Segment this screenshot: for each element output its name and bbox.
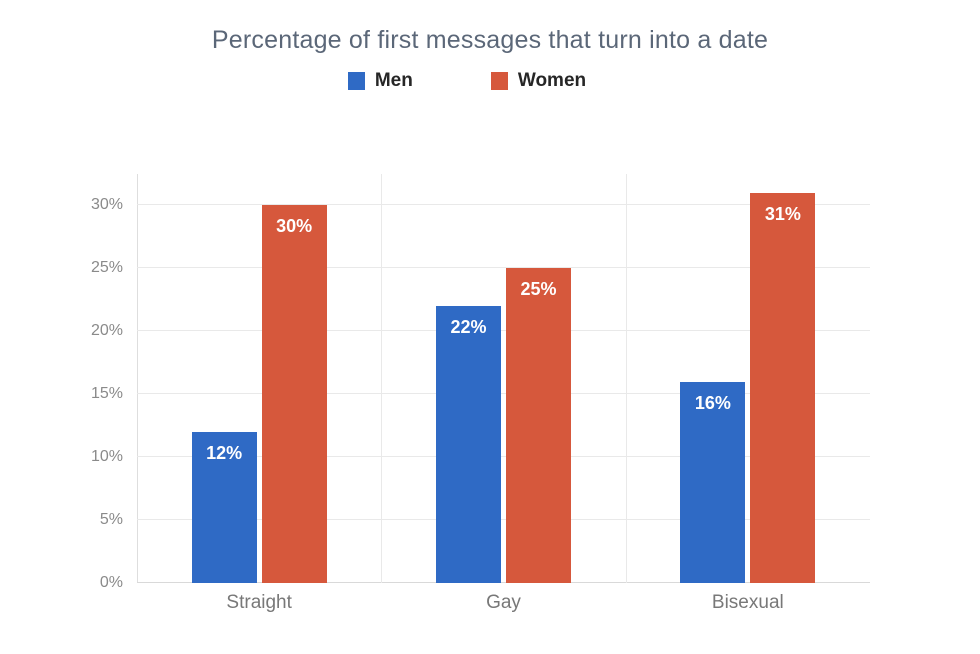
gridline-15 xyxy=(137,393,870,395)
bar-value-label: 22% xyxy=(450,317,487,338)
y-tick-label: 10% xyxy=(90,448,123,466)
y-tick-label: 5% xyxy=(99,511,123,529)
plot-area: 0% 5% 10% 15% 20% 25% 30% 12% 30% Straight 22% 25% G… xyxy=(91,174,870,613)
y-tick-label: 25% xyxy=(90,259,123,277)
gridline-25 xyxy=(137,267,870,269)
bar-women-bisexual: 31% xyxy=(750,192,816,583)
bar-men-straight: 12% xyxy=(191,432,257,583)
y-axis-line xyxy=(137,174,138,583)
legend: Men Women xyxy=(0,70,957,92)
legend-swatch-women xyxy=(490,72,508,90)
y-tick-label: 0% xyxy=(99,574,123,591)
legend-swatch-men xyxy=(347,72,365,90)
bar-value-label: 16% xyxy=(694,392,731,413)
legend-label-women: Women xyxy=(517,70,587,91)
gridline-20 xyxy=(137,330,870,332)
y-tick-label: 20% xyxy=(90,322,123,340)
bar-value-label: 12% xyxy=(206,443,243,463)
bar-value-label: 31% xyxy=(764,203,801,224)
bar-men-bisexual: 16% xyxy=(680,381,746,583)
vertical-gridline xyxy=(381,174,383,583)
x-axis-baseline xyxy=(137,582,870,583)
bar-value-label: 30% xyxy=(276,216,313,237)
gridline-10 xyxy=(137,456,870,458)
bar-women-straight: 30% xyxy=(261,205,327,583)
bar-men-gay: 22% xyxy=(436,306,501,583)
y-tick-label: 15% xyxy=(90,385,123,403)
bar-women-gay: 25% xyxy=(506,268,571,583)
bar-value-label: 25% xyxy=(520,279,557,300)
gridline-5 xyxy=(137,519,870,521)
x-category-label-bisexual: Bisexual xyxy=(711,592,784,613)
y-tick-label: 30% xyxy=(90,196,123,214)
x-category-label-straight: Straight xyxy=(226,592,292,613)
gridline-30 xyxy=(137,204,870,206)
legend-item-men: Men xyxy=(347,70,413,92)
chart-title: Percentage of first messages that turn i… xyxy=(211,26,769,54)
vertical-gridline xyxy=(625,174,627,583)
legend-label-men: Men xyxy=(374,70,413,91)
legend-item-women: Women xyxy=(490,70,587,92)
x-category-label-gay: Gay xyxy=(486,592,521,613)
